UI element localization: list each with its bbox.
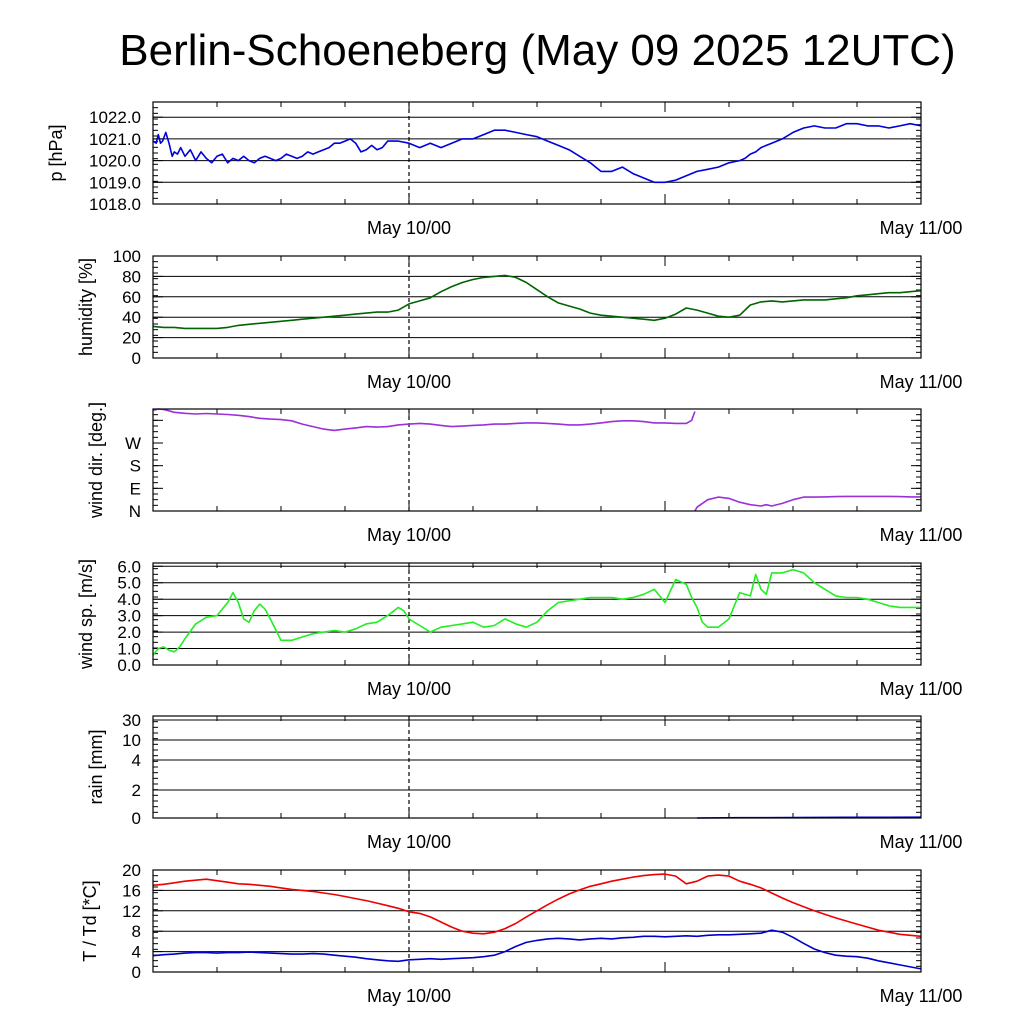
y-tick-label: 100 — [113, 247, 141, 266]
y-tick-label: 4 — [132, 943, 141, 962]
plot-frame — [152, 715, 922, 819]
x-tick-label: May 11/00 — [880, 679, 963, 699]
y-tick-label: 5.0 — [117, 574, 141, 593]
y-axis-title: T / Td [*C] — [80, 880, 100, 961]
y-tick-label: N — [129, 502, 141, 521]
y-tick-label: 0.0 — [117, 656, 141, 675]
x-tick-label: May 11/00 — [880, 832, 963, 852]
x-tick-label: May 11/00 — [880, 986, 963, 1006]
series-line-wind_dir-2 — [694, 495, 921, 512]
y-tick-label: 2.0 — [117, 623, 141, 642]
panel-1: 1018.0 1019.0 1020.0 1021.0 1022.0 May 10/00 M… — [46, 101, 963, 238]
y-tick-label: 1020.0 — [89, 152, 141, 171]
y-tick-label: 6.0 — [117, 557, 141, 576]
x-tick-label: May 10/00 — [367, 986, 451, 1006]
y-tick-label: 60 — [122, 288, 141, 307]
series-line-td — [152, 929, 922, 970]
x-tick-label: May 11/00 — [880, 525, 963, 545]
y-tick-label: 1021.0 — [89, 130, 141, 149]
y-tick-label: 20 — [122, 861, 141, 880]
series-line-wind_speed-1 — [152, 568, 921, 656]
x-tick-label: May 10/00 — [367, 372, 451, 392]
y-tick-label: 4 — [132, 751, 141, 770]
y-tick-label: 1019.0 — [89, 173, 141, 192]
y-tick-label: 4.0 — [117, 590, 141, 609]
plot-frame — [152, 255, 922, 359]
y-tick-label: S — [130, 457, 141, 476]
plot-frame — [152, 869, 922, 973]
y-tick-label: 1022.0 — [89, 108, 141, 127]
y-axis-title: humidity [%] — [76, 258, 96, 356]
series-line-pressure-1 — [152, 122, 922, 184]
y-tick-label: 80 — [122, 267, 141, 286]
series-line-t — [152, 873, 922, 938]
y-tick-label: 0 — [132, 963, 141, 982]
y-axis-title: p [hPa] — [46, 124, 66, 181]
y-tick-label: 0 — [132, 809, 141, 828]
y-tick-label: 20 — [122, 329, 141, 348]
y-tick-label: 40 — [122, 308, 141, 327]
y-tick-label: 1018.0 — [89, 195, 141, 214]
plot-frame — [152, 101, 922, 205]
y-tick-label: E — [130, 479, 141, 498]
y-tick-label: 2 — [132, 781, 141, 800]
x-tick-label: May 10/00 — [367, 218, 451, 238]
x-tick-label: May 10/00 — [367, 832, 451, 852]
y-tick-label: W — [125, 434, 141, 453]
x-tick-label: May 10/00 — [367, 679, 451, 699]
chart-title: Berlin-Schoeneberg (May 09 2025 12UTC) — [119, 26, 956, 75]
y-axis-title: rain [mm] — [86, 729, 106, 804]
y-axis-title: wind sp. [m/s] — [76, 559, 96, 670]
y-tick-label: 1.0 — [117, 640, 141, 659]
plot-frame — [152, 562, 922, 666]
y-tick-label: 0 — [132, 349, 141, 368]
y-tick-label: 12 — [122, 902, 141, 921]
series-line-wind_dir-1 — [152, 408, 696, 432]
y-tick-label: 30 — [122, 711, 141, 730]
x-tick-label: May 10/00 — [367, 525, 451, 545]
y-axis-title: wind dir. [deg.] — [86, 402, 106, 519]
x-tick-label: May 11/00 — [880, 218, 963, 238]
y-tick-label: 10 — [122, 731, 141, 750]
series-line-humidity-1 — [152, 274, 922, 330]
y-tick-label: 3.0 — [117, 607, 141, 626]
plot-frame — [152, 408, 922, 512]
y-tick-label: 16 — [122, 881, 141, 900]
panel-4: 0.01.02.03.04.05.06.0 May 10/00 May 11/00 w… — [76, 557, 962, 699]
y-tick-label: 8 — [132, 922, 141, 941]
x-tick-label: May 11/00 — [880, 372, 963, 392]
